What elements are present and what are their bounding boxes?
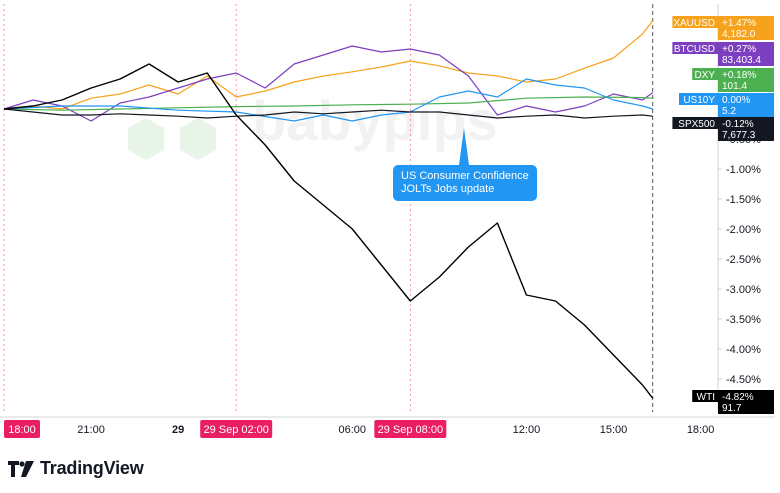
watermark-hex-1 xyxy=(128,118,164,160)
event-callout[interactable]: US Consumer Confidence JOLTs Jobs update xyxy=(393,165,537,201)
series-tag-change: +0.18% xyxy=(722,70,756,81)
series-line-dxy xyxy=(3,96,653,111)
y-tick-label: -1.00% xyxy=(726,164,761,176)
x-tick-label: 18:00 xyxy=(687,424,715,436)
callout-line-1: US Consumer Confidence xyxy=(401,170,529,182)
y-tick-label: -4.50% xyxy=(726,374,761,386)
tradingview-logo[interactable]: TradingView xyxy=(8,458,144,479)
series-tag-price: 101.4 xyxy=(722,81,747,92)
series-tag-value-bg xyxy=(718,16,774,40)
x-highlight-box xyxy=(374,420,447,438)
x-tick-label: 29 xyxy=(172,424,184,436)
series-tag-name-bg xyxy=(679,93,718,105)
series-tag-price: 7,677.3 xyxy=(722,130,756,141)
series-tag-value-bg xyxy=(718,68,774,92)
series-tag-change: +1.47% xyxy=(722,18,756,29)
series-line-xauusd xyxy=(3,20,654,110)
series-tag-change: -0.12% xyxy=(722,119,754,130)
series-tag-dxy: DXY +0.18%101.4 xyxy=(692,68,774,92)
callout-line-2: JOLTs Jobs update xyxy=(401,183,495,195)
series-line-wti xyxy=(3,63,654,399)
series-tag-change: -4.82% xyxy=(722,392,754,403)
series-tag-value-bg xyxy=(718,93,774,117)
series-tag-price: 91.7 xyxy=(722,403,742,414)
series-tag-name: BTCUSD xyxy=(674,44,715,55)
series-tag-price: 83,403.4 xyxy=(722,55,761,66)
x-highlight-label: 18:00 xyxy=(8,424,36,436)
series-tag-change: 0.00% xyxy=(722,95,750,106)
series-tag-price: 4,182.0 xyxy=(722,29,756,40)
series-tag-name: WTI xyxy=(697,392,715,403)
x-tick-label: 15:00 xyxy=(600,424,628,436)
x-highlight-label: 29 Sep 02:00 xyxy=(203,424,268,436)
series-line-spx500 xyxy=(3,108,653,119)
x-highlight-box xyxy=(4,420,40,438)
series-tag-value-bg xyxy=(718,117,774,141)
series-tag-change: +0.27% xyxy=(722,44,756,55)
x-highlight-box xyxy=(200,420,273,438)
series-tag-name: SPX500 xyxy=(678,119,715,130)
series-tag-name-bg xyxy=(672,117,718,129)
series-tag-name: DXY xyxy=(694,70,715,81)
footer xyxy=(0,440,780,493)
watermark-hex-2 xyxy=(180,118,216,160)
y-tick-label: -3.50% xyxy=(726,314,761,326)
y-tick-label: -4.00% xyxy=(726,344,761,356)
series-tag-name: US10Y xyxy=(683,95,715,106)
series-tag-name: XAUUSD xyxy=(673,18,715,29)
y-tick-label: -2.50% xyxy=(726,254,761,266)
series-tag-spx500: SPX500 -0.12%7,677.3 xyxy=(672,117,774,141)
series-tag-value-bg xyxy=(718,42,774,66)
y-tick-label: -3.00% xyxy=(726,284,761,296)
series-tag-price: 5.2 xyxy=(722,106,736,117)
series-tag-btcusd: BTCUSD +0.27%83,403.4 xyxy=(672,42,774,66)
tradingview-wordmark: TradingView xyxy=(40,458,144,478)
x-tick-label: 06:00 xyxy=(339,424,367,436)
x-tick-label: 12:00 xyxy=(513,424,541,436)
series-tag-wti: WTI -4.82%91.7 xyxy=(692,390,774,414)
series-tag-name-bg xyxy=(672,16,718,28)
x-highlight-label: 29 Sep 08:00 xyxy=(378,424,443,436)
callout-pointer xyxy=(459,128,469,165)
series-tag-name-bg xyxy=(692,390,718,402)
x-tick-label: 21:00 xyxy=(77,424,105,436)
series-tag-xauusd: XAUUSD +1.47%4,182.0 xyxy=(672,16,774,40)
tradingview-mark-icon xyxy=(8,460,34,477)
series-tag-value-bg xyxy=(718,390,774,414)
y-tick-label: -1.50% xyxy=(726,194,761,206)
babypips-watermark: babypips xyxy=(128,89,498,160)
series-tag-name-bg xyxy=(672,42,718,54)
series-tag-name-bg xyxy=(692,68,718,80)
series-tag-us10y: US10Y 0.00%5.2 xyxy=(679,93,774,117)
y-tick-label: -2.00% xyxy=(726,224,761,236)
